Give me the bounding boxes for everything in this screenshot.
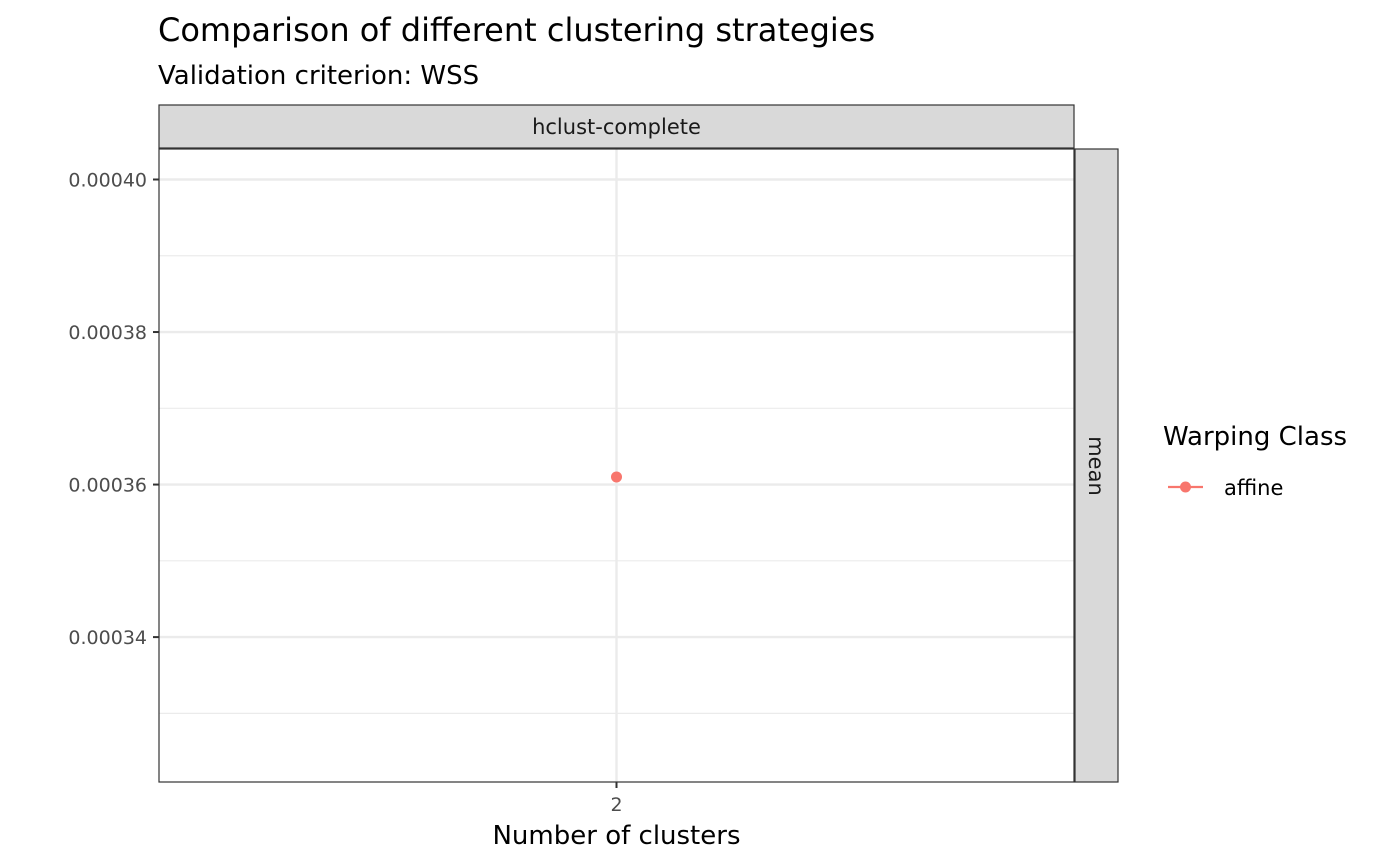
legend-key-point-0 [1180, 481, 1191, 493]
legend-title: Warping Class [1163, 422, 1347, 452]
data-point-0-0 [611, 471, 622, 483]
facet-strip-top-label: hclust-complete [532, 115, 701, 139]
grid-major [159, 149, 1074, 782]
y-tick-label-0: 0.00034 [68, 627, 147, 649]
chart-title: Comparison of different clustering strat… [158, 11, 875, 49]
y-tick-label-2: 0.00038 [68, 322, 147, 344]
x-axis: 2 [610, 782, 623, 816]
facet-strip-right-label: mean [1084, 436, 1108, 496]
legend: Warping Class affine [1163, 422, 1347, 500]
x-tick-label-0: 2 [610, 794, 622, 816]
facet-strip-top [158, 104, 1075, 149]
x-axis-title: Number of clusters [492, 821, 740, 851]
data-points [611, 471, 622, 483]
y-tick-label-3: 0.00040 [68, 170, 147, 192]
facet-strip-right [1074, 148, 1119, 783]
y-axis: 0.00034 0.00036 0.00038 0.00040 [68, 170, 159, 649]
legend-label-0: affine [1224, 476, 1283, 500]
legend-entries: affine [1168, 476, 1283, 500]
y-tick-label-1: 0.00036 [68, 475, 147, 497]
chart-subtitle: Validation criterion: WSS [158, 61, 479, 91]
